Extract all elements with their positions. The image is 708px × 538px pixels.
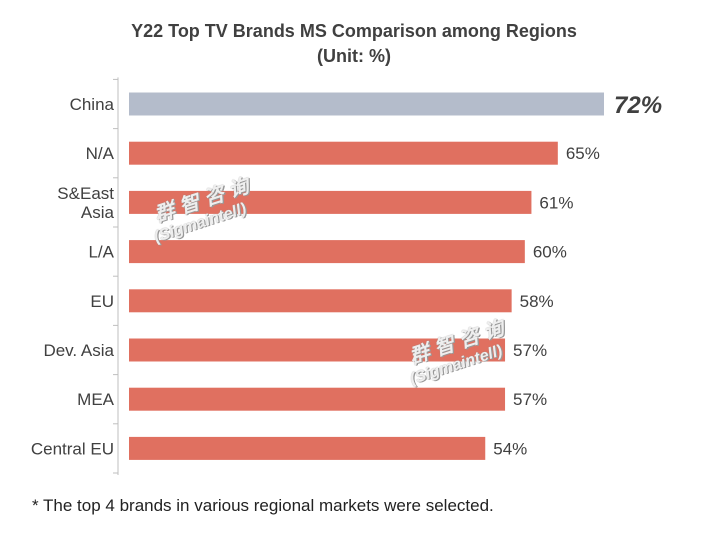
bar <box>129 92 604 116</box>
category-label: EU <box>90 292 114 311</box>
category-label: S&East Asia <box>57 184 114 222</box>
bar <box>129 141 558 165</box>
bar <box>129 240 525 264</box>
category-label: N/A <box>86 144 115 163</box>
category-label: MEA <box>77 390 115 409</box>
category-label: L/A <box>88 243 114 262</box>
value-label: 57% <box>513 341 547 360</box>
chart-title: Y22 Top TV Brands MS Comparison among Re… <box>131 21 577 41</box>
value-label: 61% <box>539 193 573 212</box>
value-label: 58% <box>520 292 554 311</box>
bar <box>129 190 532 214</box>
bar <box>129 387 506 411</box>
chart-subtitle: (Unit: %) <box>317 46 391 66</box>
value-label: 54% <box>493 439 527 458</box>
bar <box>129 338 506 362</box>
value-label: 72% <box>614 92 662 119</box>
bar <box>129 289 512 313</box>
value-label: 65% <box>566 144 600 163</box>
category-label: Central EU <box>31 439 114 458</box>
category-label: Dev. Asia <box>43 341 114 360</box>
bar <box>129 436 486 460</box>
category-label: China <box>70 95 115 114</box>
value-label: 57% <box>513 390 547 409</box>
value-label: 60% <box>533 243 567 262</box>
footnote: * The top 4 brands in various regional m… <box>32 496 494 515</box>
